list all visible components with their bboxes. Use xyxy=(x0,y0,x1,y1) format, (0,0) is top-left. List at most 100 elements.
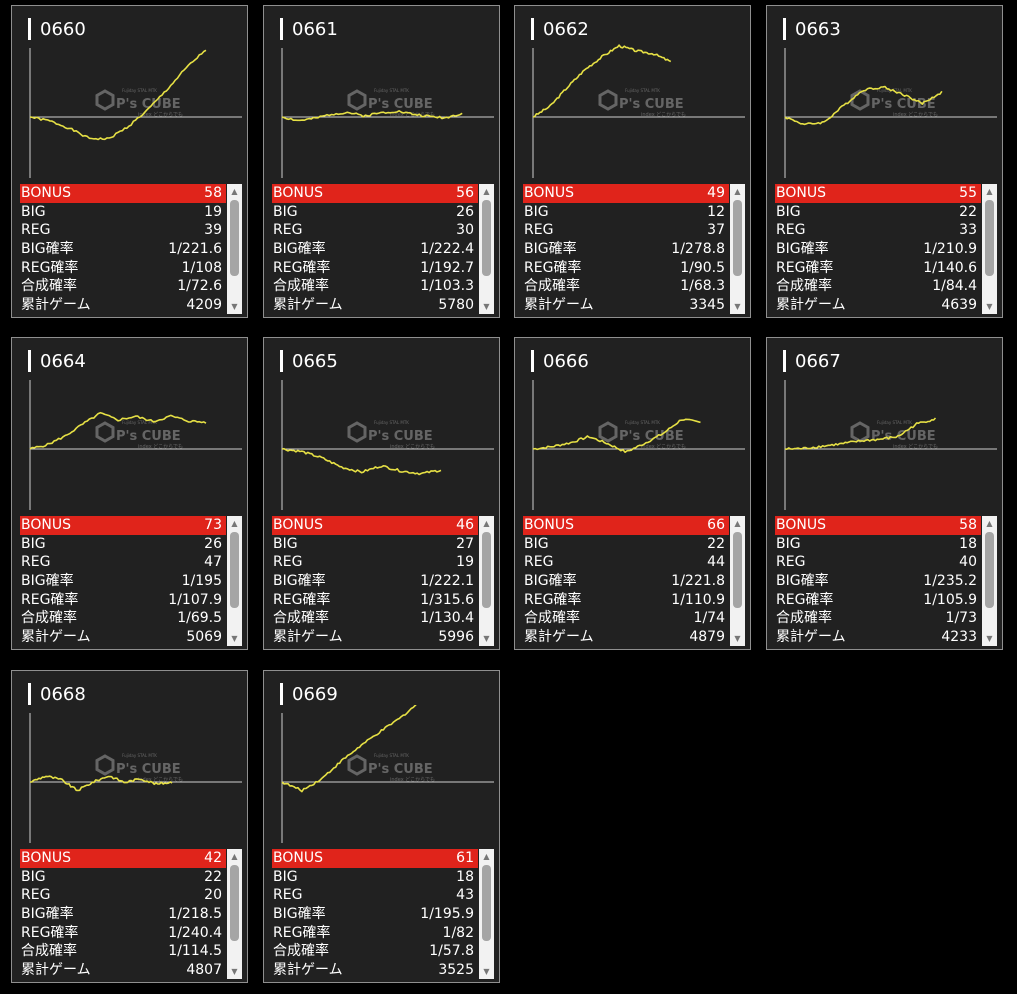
stats-list[interactable]: BONUS 46 BIG 27 REG 19 BIG確率 1/222.1 REG確率 1/315.… xyxy=(272,516,494,646)
scroll-down-icon[interactable]: ▼ xyxy=(734,302,741,311)
stat-label: BIG xyxy=(21,868,46,885)
scroll-thumb[interactable] xyxy=(733,532,742,608)
stats-scrollbar[interactable]: ▲ ▼ xyxy=(730,516,745,646)
stats-scrollbar[interactable]: ▲ ▼ xyxy=(982,184,997,314)
stats-list[interactable]: BONUS 61 BIG 18 REG 43 BIG確率 1/195.9 REG確率 1/82 合成… xyxy=(272,849,494,979)
stat-row-bonus: BONUS 55 xyxy=(775,184,981,203)
graph: P's CUBE Fujiday STAL MTK index どこからでも xyxy=(281,380,494,510)
scroll-up-icon[interactable]: ▲ xyxy=(483,852,490,861)
watermark-small-top: Fujiday STAL MTK xyxy=(374,420,409,425)
scroll-down-icon[interactable]: ▼ xyxy=(483,634,490,643)
machine-number[interactable]: 0660 xyxy=(28,18,86,40)
machine-card[interactable]: 0668 P's CUBE Fujiday STAL MTK index どこからでも… xyxy=(11,670,248,983)
scroll-up-icon[interactable]: ▲ xyxy=(231,852,238,861)
scroll-down-icon[interactable]: ▼ xyxy=(231,967,238,976)
scroll-thumb[interactable] xyxy=(230,865,239,941)
stats-list[interactable]: BONUS 56 BIG 26 REG 30 BIG確率 1/222.4 REG確率 1/192.… xyxy=(272,184,494,314)
machine-card[interactable]: 0669 P's CUBE Fujiday STAL MTK index どこからでも… xyxy=(263,670,500,983)
stat-row-total-rate: 合成確率 1/84.4 xyxy=(775,277,981,296)
stat-label: BIG xyxy=(273,203,298,220)
scroll-thumb[interactable] xyxy=(482,532,491,608)
scroll-up-icon[interactable]: ▲ xyxy=(231,187,238,196)
stat-label: 累計ゲーム xyxy=(21,962,91,979)
stat-value: 1/74 xyxy=(693,610,725,627)
stat-row-big: BIG 22 xyxy=(523,535,729,554)
stat-label: BIG確率 xyxy=(776,241,829,258)
stats-list[interactable]: BONUS 66 BIG 22 REG 44 BIG確率 1/221.8 REG確率 1/110.… xyxy=(523,516,745,646)
stats-scrollbar[interactable]: ▲ ▼ xyxy=(479,184,494,314)
machine-card[interactable]: 0665 P's CUBE Fujiday STAL MTK index どこからでも… xyxy=(263,337,500,650)
machine-number[interactable]: 0665 xyxy=(280,350,338,372)
machine-card[interactable]: 0667 P's CUBE Fujiday STAL MTK index どこからでも… xyxy=(766,337,1003,650)
stat-row-reg: REG 20 xyxy=(20,886,226,905)
stat-value: 4639 xyxy=(941,297,977,314)
stats-scrollbar[interactable]: ▲ ▼ xyxy=(227,516,242,646)
graph-line xyxy=(784,417,937,450)
stats-scrollbar[interactable]: ▲ ▼ xyxy=(227,184,242,314)
machine-number[interactable]: 0666 xyxy=(531,350,589,372)
scroll-thumb[interactable] xyxy=(985,200,994,276)
scroll-up-icon[interactable]: ▲ xyxy=(483,187,490,196)
stat-label: BIG確率 xyxy=(21,573,74,590)
machine-card[interactable]: 0663 P's CUBE Fujiday STAL MTK index どこからでも… xyxy=(766,5,1003,318)
stat-label: 合成確率 xyxy=(21,278,77,295)
scroll-down-icon[interactable]: ▼ xyxy=(483,967,490,976)
stat-label: BONUS xyxy=(21,517,71,533)
scroll-thumb[interactable] xyxy=(230,200,239,276)
machine-number[interactable]: 0664 xyxy=(28,350,86,372)
scroll-up-icon[interactable]: ▲ xyxy=(986,187,993,196)
machine-number[interactable]: 0667 xyxy=(783,350,841,372)
scroll-up-icon[interactable]: ▲ xyxy=(231,519,238,528)
watermark-cube-icon xyxy=(95,421,115,443)
scroll-thumb[interactable] xyxy=(482,200,491,276)
scroll-thumb[interactable] xyxy=(482,865,491,941)
stat-row-total-rate: 合成確率 1/103.3 xyxy=(272,277,478,296)
scroll-down-icon[interactable]: ▼ xyxy=(483,302,490,311)
stats-scrollbar[interactable]: ▲ ▼ xyxy=(479,849,494,979)
machine-number[interactable]: 0661 xyxy=(280,18,338,40)
scroll-thumb[interactable] xyxy=(985,532,994,608)
machine-card[interactable]: 0661 P's CUBE Fujiday STAL MTK index どこからでも… xyxy=(263,5,500,318)
scroll-down-icon[interactable]: ▼ xyxy=(734,634,741,643)
stats-list[interactable]: BONUS 73 BIG 26 REG 47 BIG確率 1/195 REG確率 1/107.9 合… xyxy=(20,516,242,646)
stat-row-reg: REG 47 xyxy=(20,553,226,572)
graph: P's CUBE Fujiday STAL MTK index どこからでも xyxy=(29,380,242,510)
scroll-up-icon[interactable]: ▲ xyxy=(986,519,993,528)
stats-scrollbar[interactable]: ▲ ▼ xyxy=(227,849,242,979)
stat-label: 累計ゲーム xyxy=(273,962,343,979)
scroll-up-icon[interactable]: ▲ xyxy=(734,519,741,528)
scroll-down-icon[interactable]: ▼ xyxy=(231,634,238,643)
watermark-small-bottom: index どこからでも xyxy=(641,443,686,450)
scroll-down-icon[interactable]: ▼ xyxy=(986,302,993,311)
stats-list[interactable]: BONUS 58 BIG 19 REG 39 BIG確率 1/221.6 REG確率 1/108 合… xyxy=(20,184,242,314)
machine-card[interactable]: 0664 P's CUBE Fujiday STAL MTK index どこからでも… xyxy=(11,337,248,650)
stats-scrollbar[interactable]: ▲ ▼ xyxy=(982,516,997,646)
stats-list[interactable]: BONUS 58 BIG 18 REG 40 BIG確率 1/235.2 REG確率 1/105.… xyxy=(775,516,997,646)
stat-value: 1/130.4 xyxy=(420,610,474,627)
stats-list[interactable]: BONUS 49 BIG 12 REG 37 BIG確率 1/278.8 REG確率 1/90.5… xyxy=(523,184,745,314)
stat-label: 累計ゲーム xyxy=(21,297,91,314)
machine-number[interactable]: 0662 xyxy=(531,18,589,40)
stats-scrollbar[interactable]: ▲ ▼ xyxy=(730,184,745,314)
machine-card[interactable]: 0662 P's CUBE Fujiday STAL MTK index どこからでも… xyxy=(514,5,751,318)
machine-card[interactable]: 0666 P's CUBE Fujiday STAL MTK index どこからでも… xyxy=(514,337,751,650)
scroll-up-icon[interactable]: ▲ xyxy=(734,187,741,196)
stat-row-reg-rate: REG確率 1/240.4 xyxy=(20,924,226,943)
machine-card[interactable]: 0660 P's CUBE Fujiday STAL MTK index どこからでも… xyxy=(11,5,248,318)
stat-value: 1/114.5 xyxy=(168,943,222,960)
stat-row-reg-rate: REG確率 1/108 xyxy=(20,259,226,278)
watermark: P's CUBE Fujiday STAL MTK index どこからでも xyxy=(347,420,435,450)
machine-number[interactable]: 0668 xyxy=(28,683,86,705)
machine-number[interactable]: 0663 xyxy=(783,18,841,40)
stats-list[interactable]: BONUS 55 BIG 22 REG 33 BIG確率 1/210.9 REG確率 1/140.… xyxy=(775,184,997,314)
stat-row-reg-rate: REG確率 1/82 xyxy=(272,924,478,943)
machine-number[interactable]: 0669 xyxy=(280,683,338,705)
scroll-down-icon[interactable]: ▼ xyxy=(231,302,238,311)
scroll-down-icon[interactable]: ▼ xyxy=(986,634,993,643)
scroll-thumb[interactable] xyxy=(230,532,239,608)
stats-scrollbar[interactable]: ▲ ▼ xyxy=(479,516,494,646)
stat-row-total-rate: 合成確率 1/130.4 xyxy=(272,609,478,628)
stats-list[interactable]: BONUS 42 BIG 22 REG 20 BIG確率 1/218.5 REG確率 1/240.… xyxy=(20,849,242,979)
scroll-thumb[interactable] xyxy=(733,200,742,276)
scroll-up-icon[interactable]: ▲ xyxy=(483,519,490,528)
